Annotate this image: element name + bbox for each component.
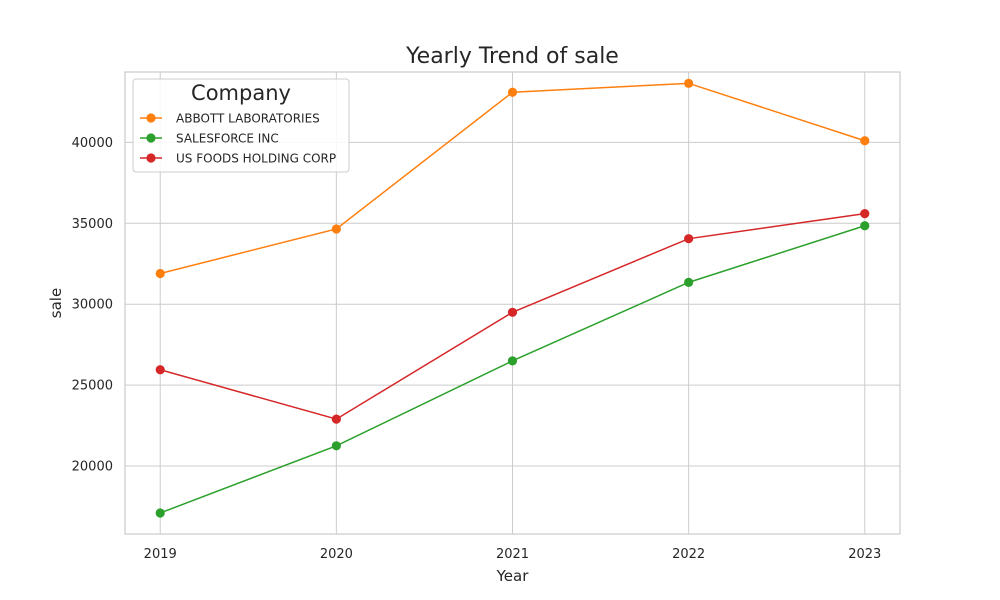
legend-label: US FOODS HOLDING CORP xyxy=(176,152,336,166)
x-axis-label: Year xyxy=(496,567,530,585)
legend-marker xyxy=(146,153,156,163)
data-point xyxy=(331,414,341,424)
legend: Company ABBOTT LABORATORIES SALESFORCE IN… xyxy=(132,78,350,173)
y-axis-label: sale xyxy=(47,288,65,318)
data-point xyxy=(684,78,694,88)
data-point xyxy=(155,268,165,279)
grid xyxy=(125,72,900,534)
data-point xyxy=(507,307,518,317)
legend-marker xyxy=(146,133,156,143)
data-point xyxy=(331,441,341,451)
legend-items: ABBOTT LABORATORIES SALESFORCE INC US FOOD… xyxy=(140,112,336,166)
legend-item: SALESFORCE INC xyxy=(140,132,279,146)
chart-title: Yearly Trend of sale xyxy=(405,44,619,69)
x-tick-label: 2022 xyxy=(672,547,705,562)
x-tick-label: 2020 xyxy=(320,547,353,562)
y-tick-label: 25000 xyxy=(72,379,113,394)
legend-label: SALESFORCE INC xyxy=(176,132,279,146)
legend-box xyxy=(132,78,350,173)
data-point xyxy=(155,508,165,518)
plot-frame xyxy=(124,71,901,535)
series-group xyxy=(155,208,870,424)
tick-labels: 2019 2020 2021 2022 2023 20000 25000 30000 35000… xyxy=(72,136,882,562)
y-tick-label: 35000 xyxy=(72,217,113,232)
x-tick-label: 2019 xyxy=(144,547,177,562)
legend-item: US FOODS HOLDING CORP xyxy=(140,152,336,166)
legend-title: Company xyxy=(191,81,291,105)
series-group xyxy=(155,78,870,279)
data-point xyxy=(331,224,341,234)
data-point xyxy=(507,356,518,366)
legend-item: ABBOTT LABORATORIES xyxy=(140,112,320,126)
data-point xyxy=(507,87,518,97)
y-tick-label: 20000 xyxy=(72,460,113,475)
data-point xyxy=(684,234,694,244)
data-point xyxy=(155,365,165,375)
data-point xyxy=(860,208,870,219)
legend-label: ABBOTT LABORATORIES xyxy=(176,112,320,126)
data-point xyxy=(860,221,870,231)
data-point xyxy=(684,277,694,287)
y-tick-label: 40000 xyxy=(72,136,113,151)
x-tick-label: 2021 xyxy=(496,547,529,562)
series-group xyxy=(155,221,870,518)
series-layer xyxy=(155,78,870,518)
x-tick-label: 2023 xyxy=(848,547,881,562)
data-point xyxy=(860,136,870,146)
legend-marker xyxy=(146,113,156,123)
y-tick-label: 30000 xyxy=(72,298,113,313)
